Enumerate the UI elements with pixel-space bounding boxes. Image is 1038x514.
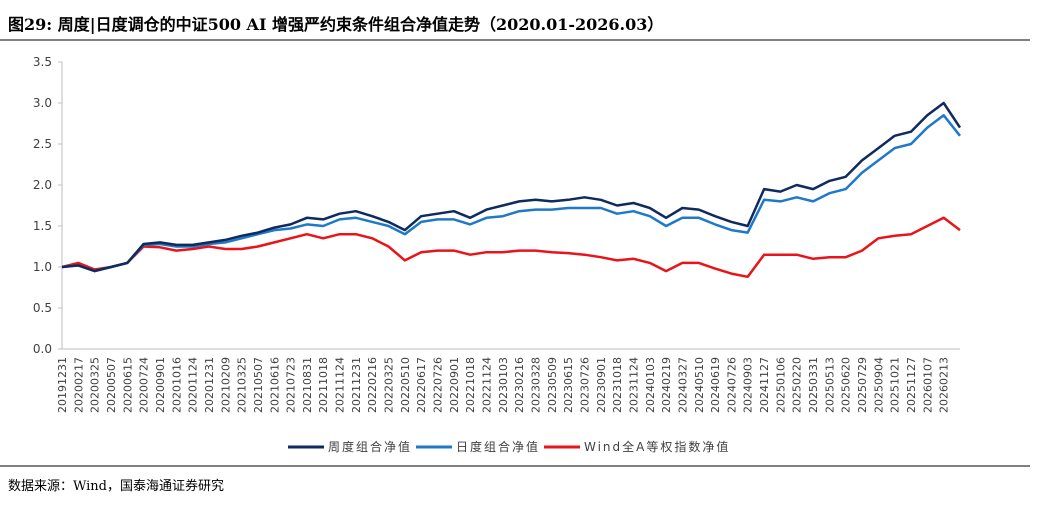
x-tick-label: 20230509 bbox=[546, 357, 559, 413]
x-tick-label: 20230328 bbox=[529, 357, 542, 413]
y-tick-label: 3.0 bbox=[33, 96, 52, 110]
x-tick-label: 20210723 bbox=[285, 357, 298, 413]
y-tick-label: 3.5 bbox=[33, 55, 52, 69]
x-tick-label: 20230726 bbox=[578, 357, 591, 413]
x-tick-label: 20200217 bbox=[72, 357, 85, 413]
x-tick-label: 20211018 bbox=[317, 357, 330, 413]
x-tick-label: 20241127 bbox=[758, 357, 771, 413]
x-tick-label: 20200615 bbox=[121, 357, 134, 413]
x-tick-label: 20210209 bbox=[219, 357, 232, 413]
x-tick-label: 20251127 bbox=[905, 357, 918, 413]
x-tick-label: 20230615 bbox=[562, 357, 575, 413]
y-tick-label: 0.0 bbox=[33, 342, 52, 356]
x-tick-label: 20250331 bbox=[807, 357, 820, 413]
x-tick-label: 20251021 bbox=[889, 357, 902, 413]
x-tick-label: 20250729 bbox=[856, 357, 869, 413]
x-tick-label: 20240219 bbox=[660, 357, 673, 413]
x-tick-label: 20240619 bbox=[709, 357, 722, 413]
x-tick-label: 20211231 bbox=[350, 357, 363, 413]
legend-label: 日度组合净值 bbox=[456, 439, 540, 454]
x-tick-label: 20230901 bbox=[595, 357, 608, 413]
x-tick-label: 20200724 bbox=[138, 357, 151, 413]
x-tick-label: 20250106 bbox=[774, 357, 787, 413]
x-tick-label: 20240726 bbox=[725, 357, 738, 413]
x-tick-label: 20221124 bbox=[481, 357, 494, 413]
source: 数据来源：Wind，国泰海通证券研究 bbox=[8, 478, 224, 494]
chart-title: 图29: 周度|日度调仓的中证500 AI 增强严约束条件组合净值走势（2020… bbox=[8, 15, 663, 34]
x-tick-label: 20240903 bbox=[742, 357, 755, 413]
y-tick-label: 2.5 bbox=[33, 137, 52, 151]
x-tick-label: 20201124 bbox=[187, 357, 200, 413]
x-tick-label: 20210507 bbox=[252, 357, 265, 413]
x-tick-label: 20231124 bbox=[627, 357, 640, 413]
x-tick-label: 20250513 bbox=[823, 357, 836, 413]
y-tick-label: 2.0 bbox=[33, 178, 52, 192]
x-tick-label: 20200507 bbox=[105, 357, 118, 413]
x-tick-label: 20240327 bbox=[676, 357, 689, 413]
legend-label: 周度组合净值 bbox=[328, 439, 412, 454]
series-line bbox=[61, 114, 961, 273]
x-tick-label: 20220726 bbox=[432, 357, 445, 413]
x-tick-label: 20250620 bbox=[840, 357, 853, 413]
x-tick-label: 20220216 bbox=[366, 357, 379, 413]
x-tick-label: 20210831 bbox=[301, 357, 314, 413]
x-tick-label: 20230103 bbox=[497, 357, 510, 413]
x-tick-label: 20221018 bbox=[464, 357, 477, 413]
x-tick-label: 20220325 bbox=[383, 357, 396, 413]
series-line bbox=[61, 101, 962, 273]
legend-label: Wind全A等权指数净值 bbox=[584, 439, 730, 454]
x-tick-label: 20211124 bbox=[334, 357, 347, 413]
x-tick-label: 20240103 bbox=[644, 357, 657, 413]
x-tick-label: 20260213 bbox=[938, 357, 951, 413]
x-tick-label: 20250904 bbox=[872, 357, 885, 413]
y-tick-label: 0.5 bbox=[33, 301, 52, 315]
x-tick-label: 20250220 bbox=[791, 357, 804, 413]
x-tick-label: 20201016 bbox=[170, 357, 183, 413]
x-tick-label: 20201231 bbox=[203, 357, 216, 413]
x-tick-label: 20220510 bbox=[399, 357, 412, 413]
x-tick-label: 20240510 bbox=[693, 357, 706, 413]
x-tick-label: 20220901 bbox=[448, 357, 461, 413]
x-tick-label: 20210616 bbox=[268, 357, 281, 413]
y-tick-label: 1.0 bbox=[33, 260, 52, 274]
x-tick-label: 20220617 bbox=[415, 357, 428, 413]
y-tick-label: 1.5 bbox=[33, 219, 52, 233]
x-tick-label: 20210325 bbox=[236, 357, 249, 413]
x-tick-label: 20230216 bbox=[513, 357, 526, 413]
x-tick-label: 20260107 bbox=[921, 357, 934, 413]
x-tick-label: 20191231 bbox=[56, 357, 69, 413]
x-tick-label: 20200901 bbox=[154, 357, 167, 413]
x-tick-label: 20231018 bbox=[611, 357, 624, 413]
series-line bbox=[61, 216, 961, 279]
x-tick-label: 20200325 bbox=[89, 357, 102, 413]
